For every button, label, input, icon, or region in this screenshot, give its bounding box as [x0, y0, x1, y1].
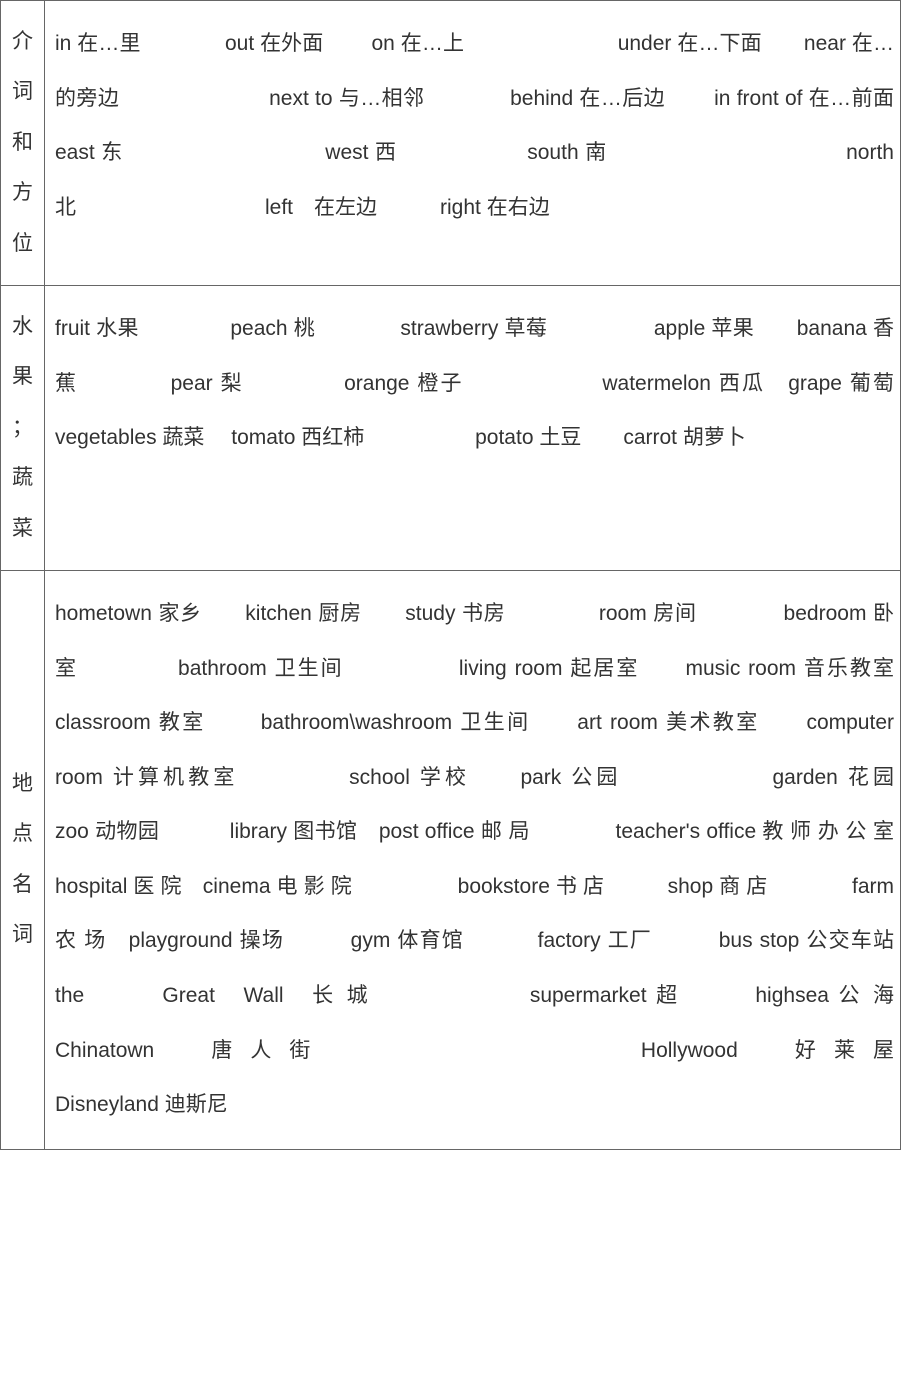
row-content-cell: hometown 家乡 kitchen 厨房 study 书房 room 房间 …: [45, 570, 901, 1149]
row-content-text: hometown 家乡 kitchen 厨房 study 书房 room 房间 …: [55, 602, 901, 1116]
table-row: 水果；蔬菜 fruit 水果 peach 桃 strawberry 草莓 app…: [1, 285, 901, 570]
row-label-text: 介词 和方位: [5, 17, 40, 269]
vocab-table: 介词 和方位 in 在…里 out 在外面 on 在…上 under 在…下面 …: [0, 0, 901, 1150]
row-label-text: 水果；蔬菜: [5, 302, 40, 554]
row-content-cell: fruit 水果 peach 桃 strawberry 草莓 apple 苹果 …: [45, 285, 901, 570]
row-label-cell: 水果；蔬菜: [1, 285, 45, 570]
table-row: 介词 和方位 in 在…里 out 在外面 on 在…上 under 在…下面 …: [1, 1, 901, 286]
row-label-cell: 介词 和方位: [1, 1, 45, 286]
row-label-cell: 地点名词: [1, 570, 45, 1149]
row-label-text: 地点名词: [5, 759, 40, 961]
row-content-text: in 在…里 out 在外面 on 在…上 under 在…下面 near 在……: [55, 32, 901, 219]
row-content-cell: in 在…里 out 在外面 on 在…上 under 在…下面 near 在……: [45, 1, 901, 286]
row-content-text: fruit 水果 peach 桃 strawberry 草莓 apple 苹果 …: [55, 317, 901, 449]
table-row: 地点名词 hometown 家乡 kitchen 厨房 study 书房 roo…: [1, 570, 901, 1149]
